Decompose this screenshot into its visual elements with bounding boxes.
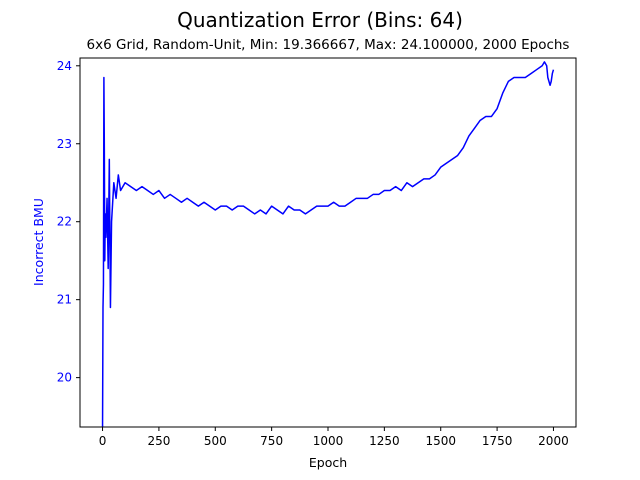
y-axis-ticks: 20 21 22 23 24 (57, 59, 80, 385)
y-tick-label: 23 (57, 137, 72, 151)
x-tick-label: 500 (204, 434, 227, 448)
x-tick-label: 750 (260, 434, 283, 448)
y-tick-label: 20 (57, 371, 72, 385)
plot-area-frame (79, 57, 577, 428)
x-tick-label: 1000 (313, 434, 344, 448)
x-tick-label: 1750 (482, 434, 513, 448)
series-line (101, 61, 555, 427)
y-tick-label: 22 (57, 215, 72, 229)
x-tick-label: 1250 (369, 434, 400, 448)
x-tick-label: 250 (147, 434, 170, 448)
x-axis-ticks: 0 250 500 750 1000 1250 1500 1750 2000 (99, 427, 569, 448)
x-tick-label: 2000 (538, 434, 569, 448)
y-tick-label: 21 (57, 293, 72, 307)
x-tick-label: 0 (99, 434, 107, 448)
plot-layer (101, 61, 555, 427)
x-axis-label: Epoch (309, 455, 347, 470)
chart-subtitle: 6x6 Grid, Random-Unit, Min: 19.366667, M… (87, 37, 570, 53)
y-axis-label: Incorrect BMU (31, 198, 46, 286)
y-tick-label: 24 (57, 59, 72, 73)
chart-title: Quantization Error (Bins: 64) (177, 8, 463, 32)
x-tick-label: 1500 (425, 434, 456, 448)
